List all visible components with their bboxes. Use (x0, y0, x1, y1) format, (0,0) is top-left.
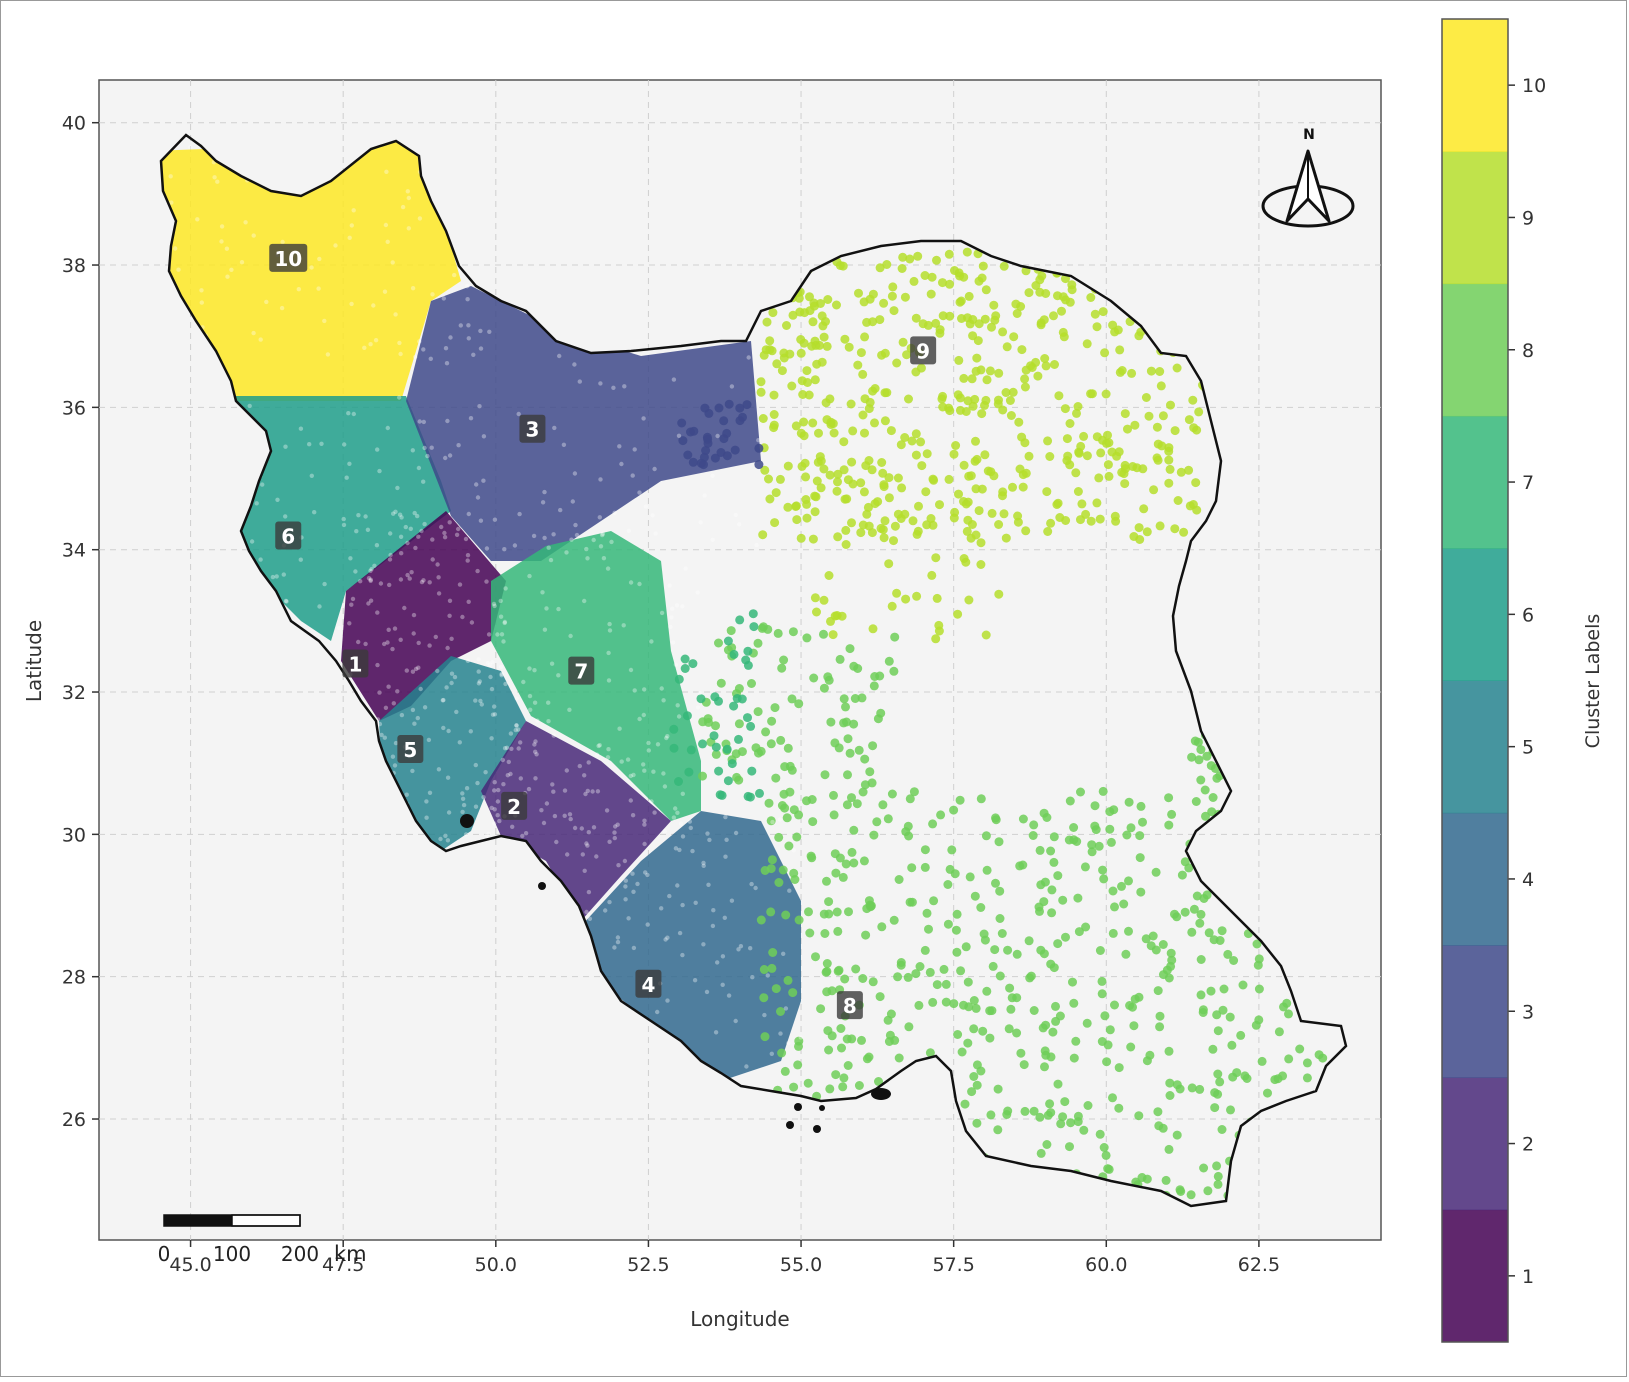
cluster-label-3: 3 (519, 414, 546, 443)
colorbar: 1 2 3 4 5 6 7 8 9 10 (1441, 18, 1546, 1343)
x-axis-label: Longitude (690, 1307, 789, 1331)
svg-text:5: 5 (403, 738, 417, 762)
y-tick-label: 32 (62, 682, 86, 704)
scale-unit: km (334, 1242, 367, 1266)
colorbar-tick-label: 6 (1522, 604, 1534, 626)
colorbar-tick-label: 9 (1522, 207, 1534, 229)
y-tick-label: 38 (62, 255, 86, 277)
y-axis-label: Latitude (22, 620, 46, 702)
x-tick-label: 62.5 (1238, 1254, 1280, 1276)
x-axis-ticks: 45.0 47.5 50.0 52.5 55.0 57.5 60.0 62.5 (169, 1240, 1280, 1276)
colorbar-segment (1442, 680, 1508, 814)
north-label: N (1303, 127, 1315, 143)
cluster-labels: 1 2 3 4 5 6 7 8 9 10 (269, 243, 937, 1020)
colorbar-segment (1442, 19, 1508, 152)
y-axis-ticks: 26 28 30 32 34 36 38 40 (62, 113, 99, 1131)
scatter-points (161, 144, 1335, 1206)
colorbar-tick-label: 10 (1522, 75, 1546, 97)
colorbar-tick-label: 4 (1522, 869, 1534, 891)
svg-text:8: 8 (843, 994, 857, 1018)
cluster-label-7: 7 (568, 656, 595, 685)
cluster-label-6: 6 (275, 521, 302, 550)
iran-boundary (159, 133, 1348, 1208)
svg-text:9: 9 (916, 339, 930, 363)
svg-text:4: 4 (641, 973, 655, 997)
y-tick-label: 26 (62, 1109, 86, 1131)
scale-bar: 0 100 200 km (158, 1214, 367, 1266)
scale-tick-100: 100 (213, 1242, 251, 1266)
cluster-label-10: 10 (269, 243, 308, 272)
colorbar-segment (1442, 548, 1508, 681)
x-tick-label: 52.5 (627, 1254, 669, 1276)
scale-tick-200: 200 (281, 1242, 319, 1266)
y-tick-label: 28 (62, 967, 86, 989)
cluster-label-5: 5 (397, 734, 424, 763)
svg-text:10: 10 (274, 247, 302, 271)
svg-text:3: 3 (525, 418, 539, 442)
north-arrow-icon: N (1261, 127, 1355, 228)
colorbar-tick-label: 7 (1522, 472, 1534, 494)
cluster-label-8: 8 (836, 991, 863, 1020)
svg-text:7: 7 (574, 660, 588, 684)
y-tick-label: 40 (62, 113, 86, 135)
y-tick-label: 34 (62, 540, 86, 562)
x-tick-label: 45.0 (169, 1254, 211, 1276)
cluster-label-1: 1 (342, 649, 369, 678)
svg-text:6: 6 (281, 524, 295, 548)
x-tick-label: 50.0 (475, 1254, 517, 1276)
x-tick-label: 55.0 (780, 1254, 822, 1276)
x-tick-label: 57.5 (933, 1254, 975, 1276)
colorbar-tick-label: 5 (1522, 737, 1534, 759)
cluster-label-9: 9 (910, 336, 937, 365)
x-tick-label: 47.5 (322, 1254, 364, 1276)
colorbar-segment (1442, 283, 1508, 417)
islands (460, 814, 891, 1133)
colorbar-segment (1442, 151, 1508, 285)
colorbar-tick-label: 1 (1522, 1266, 1534, 1288)
y-tick-label: 30 (62, 824, 86, 846)
svg-text:1: 1 (348, 653, 362, 677)
x-tick-label: 60.0 (1085, 1254, 1127, 1276)
colorbar-label: Cluster Labels (1582, 614, 1604, 749)
colorbar-tick-label: 2 (1522, 1134, 1534, 1156)
cluster-label-2: 2 (501, 791, 528, 820)
colorbar-tick-label: 3 (1522, 1001, 1534, 1023)
colorbar-segment (1442, 1077, 1508, 1211)
scale-tick-0: 0 (158, 1242, 171, 1266)
y-tick-label: 36 (62, 397, 86, 419)
cluster-label-4: 4 (635, 969, 662, 998)
colorbar-segment (1442, 945, 1508, 1078)
colorbar-segment (1442, 812, 1508, 946)
colorbar-segment (1442, 1209, 1508, 1343)
colorbar-tick-label: 8 (1522, 340, 1534, 362)
svg-text:2: 2 (507, 795, 521, 819)
colorbar-segment (1442, 415, 1508, 549)
